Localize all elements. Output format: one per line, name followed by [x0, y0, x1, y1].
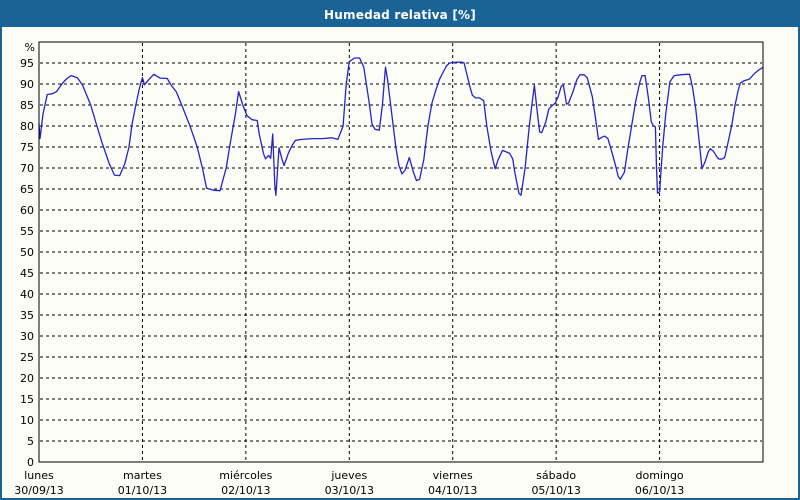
- y-tick-label: 95: [20, 57, 34, 70]
- humidity-series-line: [38, 57, 764, 196]
- y-tick-label: 85: [20, 99, 34, 112]
- y-tick-label: 80: [20, 120, 34, 133]
- y-tick-label: 90: [20, 78, 34, 91]
- y-tick-label: 50: [20, 246, 34, 259]
- y-tick-label: 10: [20, 414, 34, 427]
- y-tick-label: 0: [27, 456, 34, 469]
- x-tick-weekday: jueves: [330, 469, 367, 482]
- y-tick-label: 20: [20, 372, 34, 385]
- x-tick-weekday: viernes: [433, 469, 473, 482]
- y-tick-label: 70: [20, 162, 34, 175]
- x-tick-date: 04/10/13: [428, 484, 477, 497]
- x-tick-date: 02/10/13: [221, 484, 270, 497]
- y-tick-label: 35: [20, 309, 34, 322]
- x-tick-weekday: martes: [123, 469, 162, 482]
- y-tick-label: 75: [20, 141, 34, 154]
- y-tick-label: 60: [20, 204, 34, 217]
- x-tick-date: 30/09/13: [14, 484, 63, 497]
- x-tick-date: 05/10/13: [531, 484, 580, 497]
- x-tick-weekday: lunes: [24, 469, 54, 482]
- x-tick-weekday: domingo: [635, 469, 683, 482]
- x-tick-date: 03/10/13: [325, 484, 374, 497]
- x-tick-date: 01/10/13: [118, 484, 167, 497]
- y-tick-label: 30: [20, 330, 34, 343]
- y-tick-label: 5: [27, 435, 34, 448]
- y-tick-label: 15: [20, 393, 34, 406]
- y-tick-label: 55: [20, 225, 34, 238]
- y-axis-unit-label: %: [25, 41, 35, 54]
- y-tick-label: 65: [20, 183, 34, 196]
- plot-border: [38, 41, 764, 463]
- y-tick-label: 25: [20, 351, 34, 364]
- window-title: Humedad relativa [%]: [2, 2, 798, 27]
- x-tick-weekday: miércoles: [219, 469, 272, 482]
- x-tick-date: 06/10/13: [635, 484, 684, 497]
- y-tick-label: 45: [20, 267, 34, 280]
- x-tick-weekday: sábado: [536, 469, 576, 482]
- y-tick-label: 40: [20, 288, 34, 301]
